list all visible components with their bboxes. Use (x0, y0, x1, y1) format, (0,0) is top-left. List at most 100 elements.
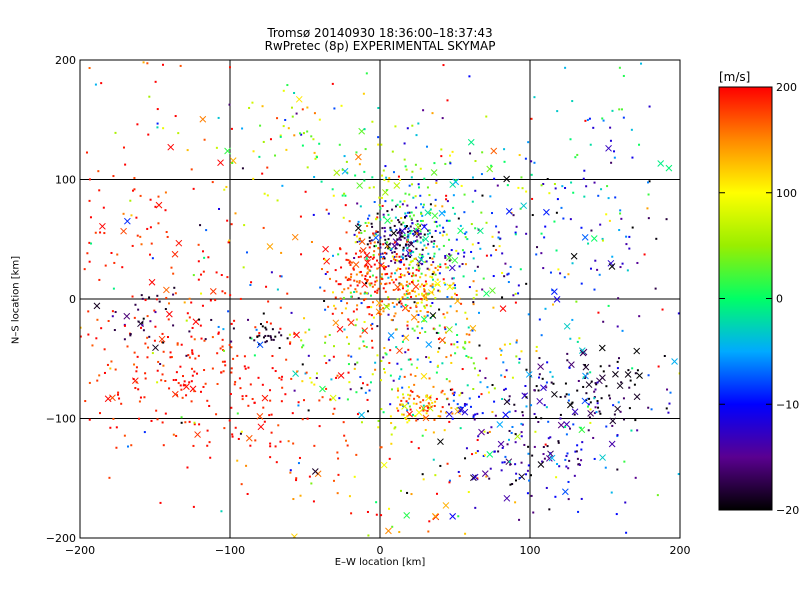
data-point (231, 433, 234, 436)
data-point (401, 235, 404, 238)
data-point (252, 150, 255, 153)
data-point (434, 283, 437, 286)
data-point (506, 184, 509, 187)
data-point (462, 255, 465, 258)
data-point (477, 435, 480, 438)
data-point (371, 120, 374, 123)
data-points (80, 61, 680, 538)
data-point (404, 212, 407, 215)
data-point (139, 235, 142, 238)
data-point (413, 257, 416, 260)
data-point (434, 273, 437, 276)
data-point (678, 372, 680, 375)
data-point (276, 199, 279, 202)
data-point (503, 148, 506, 151)
data-point (454, 179, 457, 182)
data-point (514, 479, 517, 482)
colorbar-tick-label: −100 (776, 398, 800, 411)
data-point (253, 339, 256, 342)
data-point (370, 282, 373, 285)
data-point (546, 445, 549, 448)
data-point (320, 180, 323, 183)
data-point (564, 66, 567, 69)
data-point (249, 444, 252, 447)
data-point (413, 301, 416, 304)
data-point (616, 367, 619, 370)
data-point (571, 262, 574, 265)
data-point (383, 257, 386, 260)
data-point (538, 318, 541, 321)
data-point (435, 371, 438, 374)
data-point (414, 257, 417, 260)
data-point (346, 279, 349, 282)
data-point (156, 126, 159, 129)
data-point (84, 400, 87, 403)
data-point (443, 316, 446, 319)
data-point (180, 421, 183, 424)
data-point (121, 266, 124, 269)
data-point (504, 387, 507, 390)
data-point (150, 419, 153, 422)
data-point (419, 241, 422, 244)
data-point (414, 163, 417, 166)
data-point (200, 273, 203, 276)
data-point (576, 153, 579, 156)
data-point (420, 301, 423, 304)
data-point (592, 436, 595, 439)
data-point-cross (502, 411, 510, 419)
data-point (520, 422, 523, 425)
data-point (265, 328, 268, 331)
data-point (621, 262, 624, 265)
data-point (390, 247, 393, 250)
data-point (135, 381, 138, 384)
data-point (509, 483, 512, 486)
data-point (417, 269, 420, 272)
data-point (527, 445, 530, 448)
data-point (457, 217, 460, 220)
data-point (428, 520, 431, 523)
data-point (583, 195, 586, 198)
data-point (265, 340, 268, 343)
data-point (420, 272, 423, 275)
data-point (333, 304, 336, 307)
data-point (151, 257, 154, 260)
data-point (547, 437, 550, 440)
data-point (338, 397, 341, 400)
data-point (559, 413, 562, 416)
data-point (411, 280, 414, 283)
data-point (469, 405, 472, 408)
data-point (295, 477, 298, 480)
data-point (146, 356, 149, 359)
data-point (549, 452, 552, 455)
data-point (408, 397, 411, 400)
data-point (258, 155, 261, 158)
data-point (559, 395, 562, 398)
data-point (264, 341, 267, 344)
data-point (88, 241, 91, 244)
data-point (394, 261, 397, 264)
data-point (375, 279, 378, 282)
data-point (567, 480, 570, 483)
data-point (497, 236, 500, 239)
data-point (372, 186, 375, 189)
data-point (199, 390, 202, 393)
data-point (406, 289, 409, 292)
data-point (418, 253, 421, 256)
data-point (406, 285, 409, 288)
data-point-cross (486, 451, 494, 458)
data-point (446, 311, 449, 314)
data-point (266, 194, 269, 197)
data-point (466, 384, 469, 387)
data-point (144, 299, 147, 302)
data-point-cross (393, 182, 401, 189)
data-point (136, 355, 139, 358)
data-point (572, 191, 575, 194)
data-point (387, 180, 390, 183)
data-point (404, 351, 407, 354)
data-point (407, 233, 410, 236)
data-point (384, 266, 387, 269)
data-point (279, 327, 282, 330)
data-point (458, 394, 461, 397)
data-point (578, 337, 581, 340)
